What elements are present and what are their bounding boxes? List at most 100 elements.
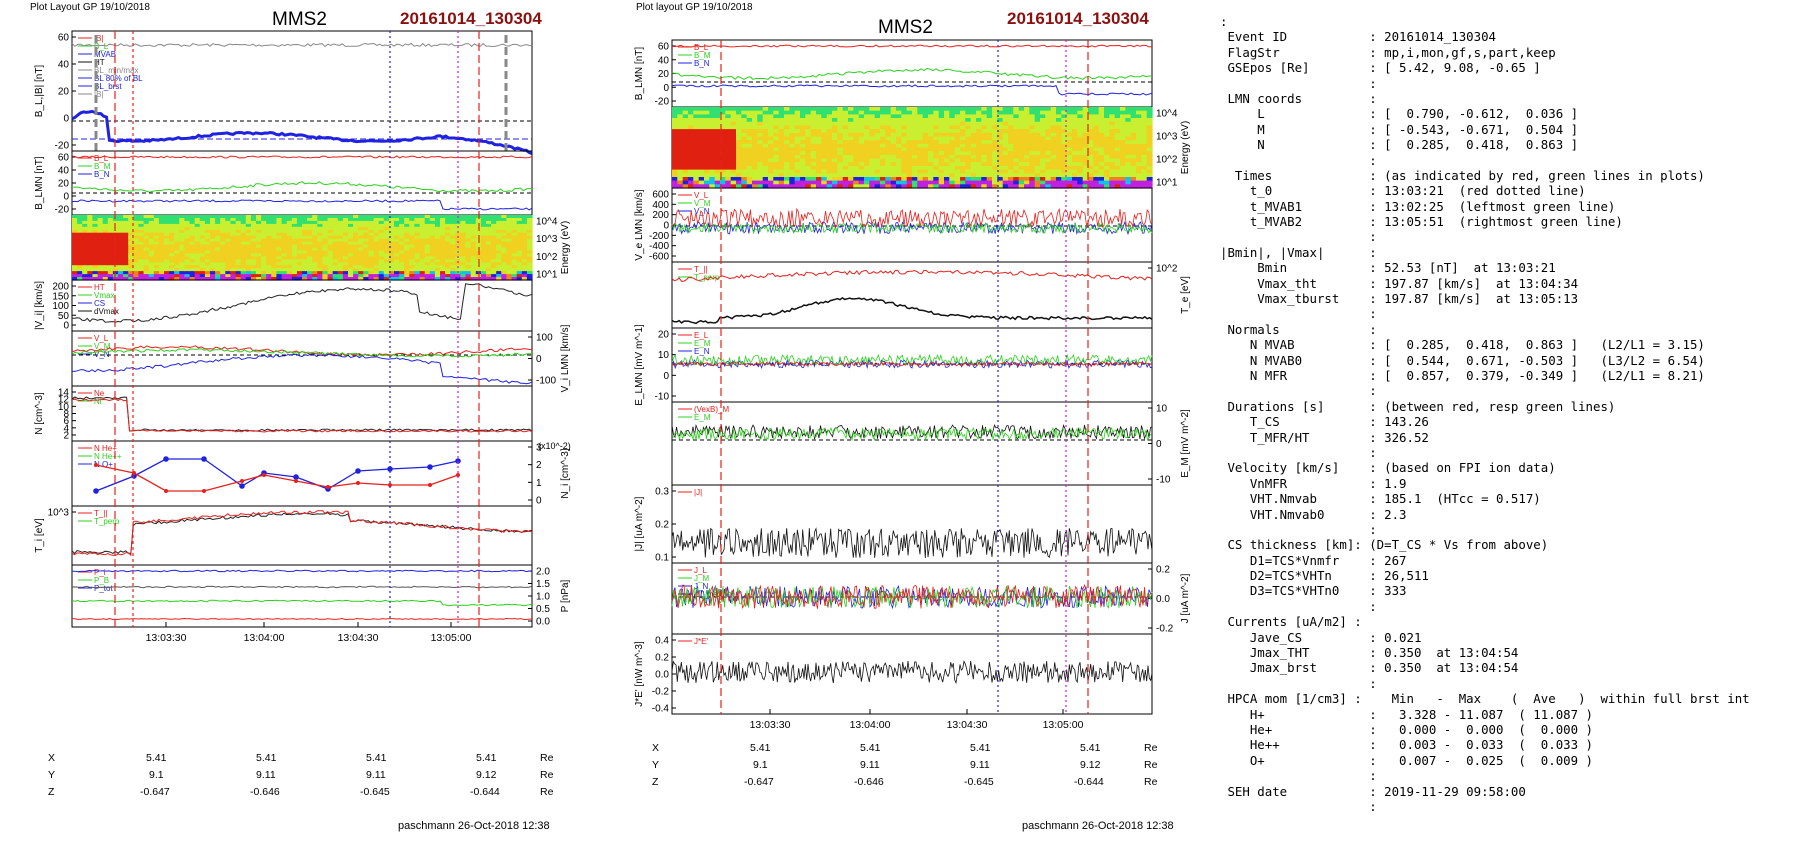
spectrogram-cell <box>1066 107 1073 112</box>
spectrogram-cell <box>501 271 507 275</box>
spectrogram-cell <box>805 151 812 156</box>
spectrogram-cell <box>261 215 267 219</box>
spectrogram-cell <box>158 274 165 278</box>
spectrogram-cell <box>757 158 764 163</box>
spectrogram-cell <box>880 177 886 182</box>
x-tick-label: 13:04:30 <box>338 632 379 644</box>
spectrogram-cell <box>1040 136 1046 141</box>
spectrogram-cell <box>896 110 902 115</box>
spectrogram-cell <box>1093 110 1100 115</box>
spectrogram-cell <box>720 110 726 115</box>
spectrogram-cell <box>794 151 801 156</box>
spectrogram-cell <box>890 140 897 145</box>
spectrogram-cell <box>1024 165 1030 171</box>
info-line: SEH date : 2019-11-29 09:58:00 <box>1220 783 1526 799</box>
spectrogram-cell <box>240 215 247 219</box>
spectrogram-cell <box>672 165 678 171</box>
spectrogram-cell <box>746 118 753 123</box>
y-tick-label: -10 <box>1156 475 1171 486</box>
spectrogram-cell <box>281 238 288 243</box>
spectrogram-cell <box>240 268 247 272</box>
spectrogram-cell <box>821 180 828 185</box>
spectrogram-cell <box>327 250 334 255</box>
spectrogram-cell <box>342 274 349 278</box>
y-tick-label: 10 <box>58 402 70 413</box>
spectrogram-cell <box>194 244 201 249</box>
spectrogram-cell <box>992 162 998 167</box>
spectrogram-cell <box>965 132 972 138</box>
spectrogram-cell <box>826 154 833 160</box>
spectrogram-cell <box>169 232 175 237</box>
spectrogram-cell <box>1018 121 1025 126</box>
spectrogram-cell <box>693 184 700 189</box>
spectrogram-cell <box>741 162 748 167</box>
spectrogram-cell <box>1034 140 1041 145</box>
spectrogram-cell <box>511 247 518 252</box>
spectrogram-cell <box>960 162 966 167</box>
spectrogram-cell <box>256 244 262 249</box>
spectrogram-cell <box>225 244 231 249</box>
spectrogram-cell <box>933 118 940 123</box>
spectrogram-cell <box>938 158 945 163</box>
spectrogram-cell <box>858 107 865 112</box>
spectrogram-cell <box>1066 180 1073 185</box>
spectrogram-cell <box>1029 184 1036 189</box>
spectrogram-cell <box>516 277 523 281</box>
spectrogram-cell <box>230 215 237 219</box>
spectrogram-cell <box>725 165 732 171</box>
spectrogram-cell <box>128 268 134 272</box>
spectrogram-cell <box>174 268 180 272</box>
spectrogram-cell <box>394 226 400 231</box>
spectrogram-cell <box>440 250 446 255</box>
spectrogram-cell <box>138 247 145 252</box>
spectrogram-cell <box>419 226 426 231</box>
y-tick-label: 600 <box>652 190 669 201</box>
spectrogram-cell <box>682 169 689 174</box>
spectrogram-cell <box>184 232 191 237</box>
spectrogram-cell <box>291 253 298 257</box>
spectrogram-cell <box>682 140 689 145</box>
spectrogram-cell <box>123 235 129 240</box>
spectrogram-cell <box>698 173 705 178</box>
spectrogram-cell <box>286 218 293 222</box>
spectrogram-cell <box>730 151 737 156</box>
spectrogram-cell <box>138 271 145 275</box>
spectrogram-cell <box>179 247 185 252</box>
spectrogram-cell <box>688 136 694 141</box>
spectrogram-cell <box>896 129 902 134</box>
ion-spectrogram <box>72 215 533 281</box>
spectrogram-cell <box>429 247 436 252</box>
spectrogram-cell <box>158 277 165 281</box>
spectrogram-cell <box>112 232 119 237</box>
spectrogram-cell <box>853 180 860 185</box>
spectrogram-cell <box>992 158 998 163</box>
spectrogram-cell <box>725 129 732 134</box>
spectrogram-cell <box>992 110 998 115</box>
spectrogram-cell <box>506 223 513 228</box>
spectrogram-cell <box>842 140 849 145</box>
spectrogram-cell <box>1082 151 1089 156</box>
spectrogram-cell <box>826 118 833 123</box>
coord-value: 5.41 <box>366 752 387 764</box>
y-tick-label: 0 <box>63 192 69 203</box>
spectrogram-cell <box>138 226 145 231</box>
spectrogram-cell <box>1130 136 1137 141</box>
spectrogram-cell <box>399 247 405 252</box>
spectrogram-cell <box>677 154 684 160</box>
spectrogram-cell <box>794 118 801 123</box>
spectrogram-cell <box>225 250 231 255</box>
spectrogram-cell <box>1120 158 1126 163</box>
spectrogram-cell <box>709 114 716 119</box>
spectrogram-cell <box>240 235 247 240</box>
spectrogram-cell <box>373 250 380 255</box>
spectrogram-cell <box>281 274 288 278</box>
spectrogram-cell <box>378 274 385 278</box>
spectrogram-cell <box>992 177 998 182</box>
spectrogram-cell <box>235 274 242 278</box>
spectrogram-cell <box>1082 114 1089 119</box>
spectrogram-cell <box>874 125 881 130</box>
spectrogram-cell <box>890 169 897 174</box>
spectrogram-cell <box>378 220 385 225</box>
spectrogram-cell <box>450 232 456 237</box>
spectrogram-cell <box>158 223 165 228</box>
